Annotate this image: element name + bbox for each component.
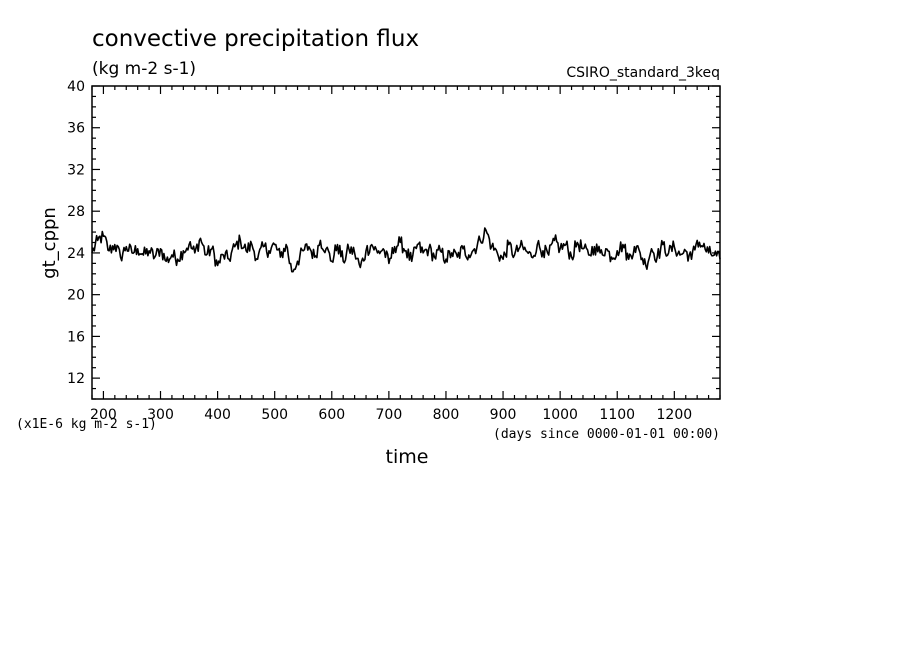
chart-title: convective precipitation flux bbox=[92, 26, 419, 52]
y-axis-label: gt_cppn bbox=[39, 207, 60, 279]
x-tick-label: 1100 bbox=[599, 407, 635, 423]
y-tick-label: 12 bbox=[67, 371, 85, 387]
x-tick-label: 800 bbox=[433, 407, 460, 423]
x-units-note: (days since 0000-01-01 00:00) bbox=[493, 427, 720, 442]
x-tick-label: 700 bbox=[376, 407, 403, 423]
y-tick-label: 20 bbox=[67, 288, 85, 304]
x-tick-labels: 200 300 400 500 600 700 800 900 1000 1100 1200 bbox=[90, 407, 692, 423]
x-tick-label: 900 bbox=[490, 407, 517, 423]
x-axis-label: time bbox=[386, 446, 429, 468]
chart-subtitle: (kg m-2 s-1) bbox=[92, 59, 196, 79]
y-tick-labels: 12 16 20 24 28 32 36 40 bbox=[67, 79, 85, 387]
x-tick-label: 1000 bbox=[542, 407, 578, 423]
x-tick-label: 200 bbox=[90, 407, 117, 423]
y-scale-note: (x1E-6 kg m-2 s-1) bbox=[16, 417, 157, 432]
x-tick-label: 500 bbox=[261, 407, 288, 423]
x-tick-label: 1200 bbox=[657, 407, 693, 423]
y-tick-label: 32 bbox=[67, 162, 85, 178]
y-tick-label: 36 bbox=[67, 121, 85, 137]
series-line-gt-cppn bbox=[91, 227, 721, 273]
x-tick-label: 400 bbox=[204, 407, 231, 423]
tick-marks bbox=[91, 85, 721, 400]
x-tick-label: 600 bbox=[318, 407, 345, 423]
y-tick-label: 24 bbox=[67, 246, 85, 262]
y-tick-label: 40 bbox=[67, 79, 85, 95]
y-tick-label: 28 bbox=[67, 204, 85, 220]
plot-frame bbox=[91, 85, 721, 400]
y-tick-label: 16 bbox=[67, 329, 85, 345]
source-label: CSIRO_standard_3keq bbox=[566, 65, 720, 81]
x-tick-label: 300 bbox=[147, 407, 174, 423]
